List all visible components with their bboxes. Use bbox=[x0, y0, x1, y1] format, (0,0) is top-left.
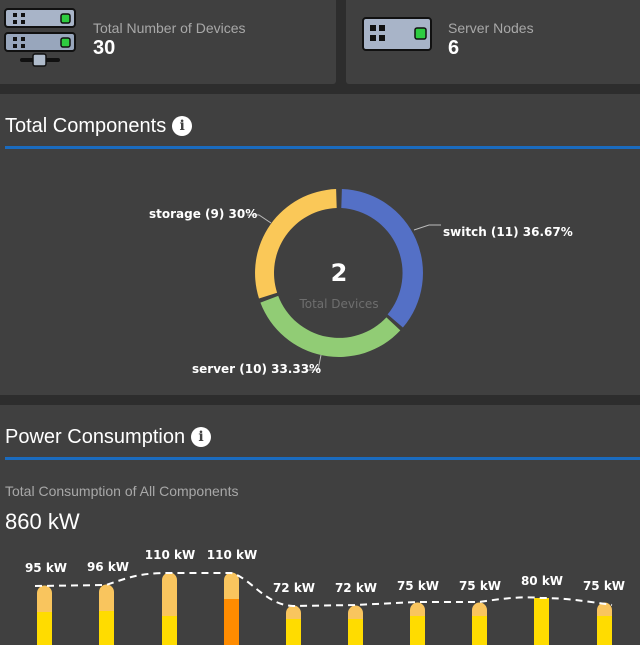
donut-slice-storage[interactable] bbox=[255, 189, 337, 298]
donut-center-label: Total Devices bbox=[298, 297, 378, 311]
bar-3[interactable] bbox=[162, 573, 177, 645]
bar-4[interactable] bbox=[224, 573, 239, 645]
donut-label-switch: switch (11) 36.67% bbox=[443, 225, 573, 239]
power-bar-chart bbox=[0, 405, 640, 645]
server-node-icon bbox=[362, 17, 432, 51]
components-donut-chart: 2 Total Devices bbox=[0, 94, 640, 395]
donut-center-value: 2 bbox=[331, 259, 348, 287]
bar-label: 95 kW bbox=[25, 561, 67, 575]
server-rack-icon bbox=[4, 8, 76, 70]
bar-8[interactable] bbox=[472, 603, 487, 645]
bar-label: 96 kW bbox=[87, 560, 129, 574]
bar-9[interactable] bbox=[534, 598, 549, 645]
bar-7[interactable] bbox=[410, 603, 425, 645]
bar-label: 110 kW bbox=[145, 548, 195, 562]
bar-label: 75 kW bbox=[459, 579, 501, 593]
bar-6[interactable] bbox=[348, 606, 363, 645]
bar-label: 72 kW bbox=[335, 581, 377, 595]
stat-label: Server Nodes bbox=[448, 20, 534, 36]
bar-1[interactable] bbox=[37, 586, 52, 645]
stat-value: 30 bbox=[93, 37, 115, 60]
bar-label: 72 kW bbox=[273, 581, 315, 595]
stat-card-server-nodes: Server Nodes 6 bbox=[346, 0, 640, 84]
bar-2[interactable] bbox=[99, 585, 114, 645]
bar-label: 75 kW bbox=[583, 579, 625, 593]
bar-label: 75 kW bbox=[397, 579, 439, 593]
bar-label: 110 kW bbox=[207, 548, 257, 562]
stat-label: Total Number of Devices bbox=[93, 20, 246, 36]
bar-5[interactable] bbox=[286, 606, 301, 645]
stat-value: 6 bbox=[448, 37, 459, 60]
donut-label-storage: storage (9) 30% bbox=[149, 207, 257, 221]
stat-card-total-devices: Total Number of Devices 30 bbox=[0, 0, 336, 84]
bar-label: 80 kW bbox=[521, 574, 563, 588]
bar-10[interactable] bbox=[597, 603, 612, 645]
donut-label-server: server (10) 33.33% bbox=[192, 362, 321, 376]
